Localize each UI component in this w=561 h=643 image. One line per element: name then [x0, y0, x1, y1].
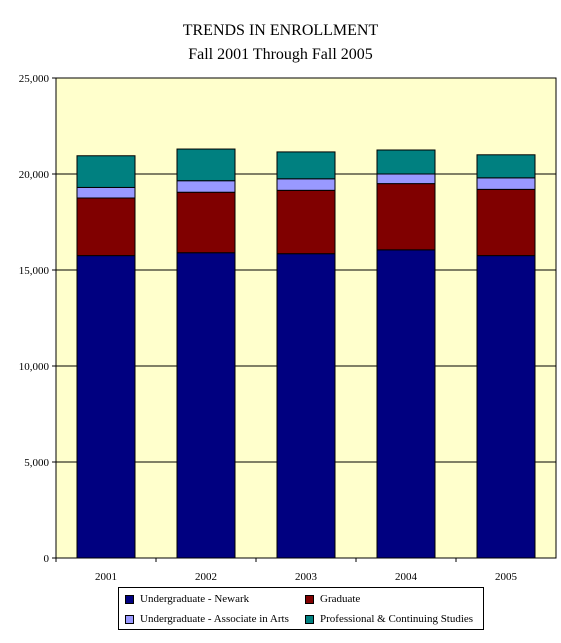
- legend-label: Undergraduate - Associate in Arts: [140, 613, 289, 625]
- legend-swatch: [125, 594, 134, 604]
- legend-swatch: [125, 614, 134, 624]
- legend-item: Undergraduate - Associate in Arts: [125, 613, 289, 625]
- bar-segment: [476, 188, 536, 257]
- bar-segment: [76, 186, 136, 199]
- bar-segment: [476, 177, 536, 190]
- bar-segment: [76, 197, 136, 257]
- bar-segment: [476, 154, 536, 179]
- bar-segment: [376, 183, 436, 251]
- legend-swatch: [305, 594, 314, 604]
- bar-segment: [76, 155, 136, 188]
- y-tick-label: 10,000: [19, 361, 50, 373]
- y-tick-label: 5,000: [24, 457, 49, 469]
- chart-legend: Undergraduate - Newark Graduate Undergra…: [118, 587, 484, 630]
- y-tick-label: 15,000: [19, 265, 50, 277]
- bar-segment: [176, 180, 236, 193]
- x-tick-label: 2003: [295, 571, 318, 580]
- bar-segment: [276, 189, 336, 255]
- bar-segment: [176, 191, 236, 254]
- y-tick-label: 20,000: [19, 169, 50, 181]
- bar-segment: [376, 149, 436, 175]
- x-tick-label: 2005: [495, 571, 518, 580]
- y-tick-label: 25,000: [19, 73, 50, 85]
- bar-segment: [176, 252, 236, 559]
- bar-segment: [76, 255, 136, 559]
- legend-label: Professional & Continuing Studies: [320, 613, 474, 625]
- legend-item: Undergraduate - Newark: [125, 593, 249, 605]
- chart-subtitle: Fall 2001 Through Fall 2005: [188, 46, 373, 63]
- bar-segment: [376, 173, 436, 185]
- bar-segment: [276, 178, 336, 191]
- x-tick-label: 2001: [95, 571, 117, 580]
- bar-segment: [276, 151, 336, 180]
- legend-item: Professional & Continuing Studies: [305, 613, 473, 625]
- legend-swatch: [305, 614, 314, 624]
- legend-label: Graduate: [320, 593, 361, 605]
- x-tick-label: 2002: [195, 571, 217, 580]
- bar-segment: [376, 249, 436, 559]
- chart-title: TRENDS IN ENROLLMENT: [182, 22, 379, 39]
- enrollment-chart: 0 5,000 10,000 15,000 20,000 25,000 2001 2002 20…: [19, 73, 557, 580]
- legend-item: Graduate: [305, 593, 360, 605]
- bar-segment: [276, 253, 336, 559]
- bar-segment: [176, 148, 236, 182]
- bar-segment: [476, 255, 536, 559]
- x-tick-label: 2004: [395, 571, 418, 580]
- legend-label: Undergraduate - Newark: [140, 593, 250, 605]
- y-tick-label: 0: [44, 553, 50, 565]
